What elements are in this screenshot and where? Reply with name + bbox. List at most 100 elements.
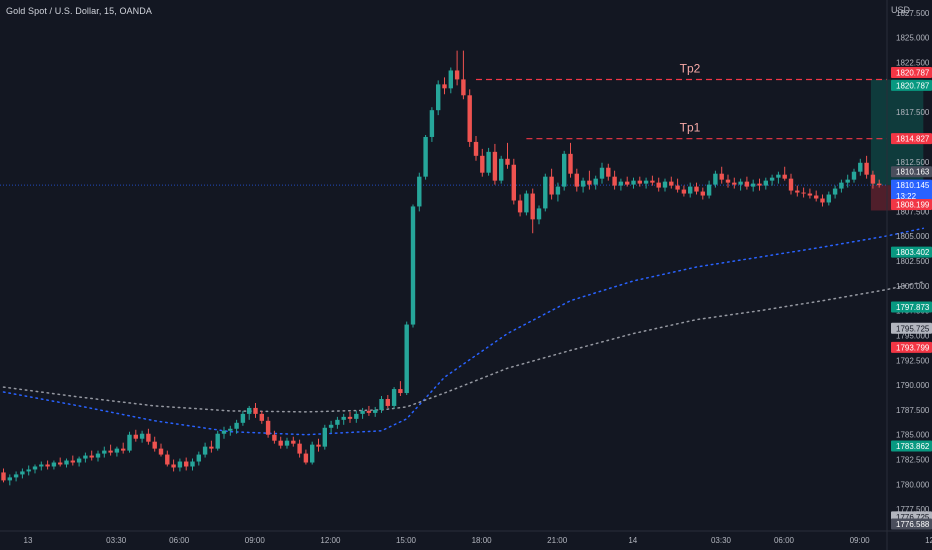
- candle-body: [228, 428, 233, 431]
- candle-body: [675, 185, 680, 190]
- candle-body: [114, 448, 120, 453]
- y-tick-label: 1795.000: [896, 331, 930, 340]
- candle: [543, 173, 548, 212]
- candle: [807, 188, 813, 199]
- candle: [284, 437, 290, 449]
- price-tag-text: 1776.588: [896, 520, 930, 529]
- candle: [108, 444, 113, 456]
- candle-body: [234, 422, 239, 429]
- candle: [316, 438, 321, 452]
- candle: [530, 188, 535, 234]
- x-tick-label: 09:00: [850, 536, 871, 545]
- candle-body: [398, 389, 403, 394]
- price-label-tag: 1820.787: [891, 66, 932, 78]
- x-tick-label: 14: [628, 536, 637, 545]
- price-label-tag: 1810.145 13:22: [891, 179, 932, 202]
- candle-body: [51, 462, 57, 467]
- candle-body: [335, 419, 340, 425]
- candle: [303, 449, 309, 465]
- candle-body: [543, 176, 548, 209]
- candle-body: [562, 153, 567, 187]
- candle-body: [461, 79, 466, 96]
- candle: [599, 162, 605, 184]
- candle-body: [467, 95, 472, 142]
- candle-body: [599, 167, 605, 179]
- candle-body: [284, 440, 290, 446]
- candle-body: [814, 195, 819, 199]
- candle-body: [738, 181, 743, 185]
- candle: [171, 459, 176, 472]
- candle-body: [763, 180, 768, 186]
- price-label-tag: 1803.402: [891, 246, 932, 258]
- candle: [650, 175, 655, 186]
- candle-body: [839, 182, 844, 189]
- price-tag-text: 1810.163: [896, 168, 930, 177]
- y-tick-label: 1807.500: [896, 207, 930, 216]
- price-label-tag: 1797.873: [891, 301, 932, 313]
- candle-body: [788, 178, 794, 191]
- candle: [719, 166, 724, 184]
- candle: [202, 442, 208, 458]
- y-tick-label: 1827.500: [896, 9, 930, 18]
- price-tag-bg: [891, 246, 932, 258]
- candle: [379, 396, 384, 413]
- candle: [631, 177, 636, 189]
- price-label-tag: 1820.787: [891, 79, 932, 91]
- candle: [64, 458, 69, 468]
- candle-body: [152, 441, 157, 449]
- candle-body: [612, 176, 617, 186]
- candle: [322, 424, 327, 450]
- price-tag-text: 1820.787: [896, 81, 930, 90]
- y-tick-label: 1817.500: [896, 108, 930, 117]
- candle: [354, 410, 359, 423]
- candle-body: [555, 186, 561, 195]
- candle-body: [473, 141, 479, 156]
- candle: [385, 395, 390, 408]
- candle-body: [499, 158, 504, 181]
- candle-body: [681, 189, 687, 194]
- candle: [688, 182, 693, 198]
- candle: [272, 430, 277, 444]
- price-tag-bg: [891, 518, 932, 530]
- y-tick-label: 1805.000: [896, 232, 930, 241]
- candle: [373, 406, 378, 417]
- candle: [637, 176, 642, 187]
- candle-body: [656, 182, 661, 188]
- candle-body: [706, 184, 712, 196]
- x-tick-label: 15:00: [396, 536, 417, 545]
- candle-body: [391, 389, 397, 406]
- candle: [196, 451, 201, 466]
- candle-body: [196, 454, 201, 462]
- candle: [492, 143, 498, 185]
- candle: [568, 142, 573, 178]
- candle: [121, 442, 126, 454]
- x-tick-label: 06:00: [169, 536, 190, 545]
- candle: [127, 431, 132, 453]
- candle: [58, 457, 63, 467]
- candle: [574, 168, 579, 192]
- candle: [814, 190, 819, 202]
- candle: [562, 150, 567, 191]
- y-tick-label: 1812.500: [896, 158, 930, 167]
- candle-body: [328, 424, 334, 428]
- candle-body: [757, 183, 762, 186]
- candle: [404, 321, 409, 396]
- price-tag-text: 1814.827: [896, 135, 930, 144]
- candle-body: [221, 430, 227, 434]
- candle-body: [574, 173, 579, 187]
- candle: [587, 170, 592, 190]
- price-tag-bg: [891, 66, 932, 78]
- candle: [851, 168, 857, 183]
- candle: [486, 147, 491, 176]
- price-tag-text: 1797.873: [896, 303, 930, 312]
- candle: [744, 176, 750, 190]
- price-label-tag: 1814.827: [891, 133, 932, 145]
- candle-body: [76, 458, 82, 463]
- candle: [580, 177, 586, 193]
- candle-body: [732, 182, 737, 185]
- candle-body: [631, 180, 636, 185]
- x-tick-label: 18:00: [472, 536, 493, 545]
